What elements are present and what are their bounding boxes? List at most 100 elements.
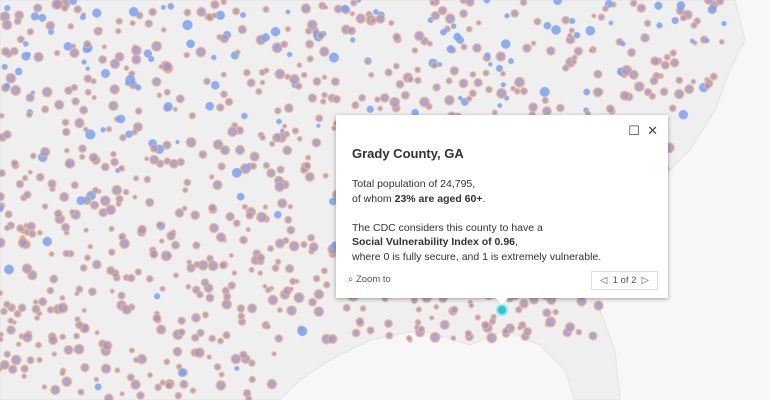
county-dot[interactable] (321, 74, 328, 81)
county-dot[interactable] (219, 261, 228, 270)
county-dot[interactable] (444, 13, 456, 25)
county-dot[interactable] (272, 132, 282, 143)
county-dot[interactable] (0, 169, 6, 178)
county-dot[interactable] (13, 309, 22, 318)
county-dot[interactable] (429, 331, 441, 343)
county-dot[interactable] (79, 264, 88, 272)
county-dot[interactable] (439, 319, 450, 330)
county-dot[interactable] (249, 151, 260, 162)
county-dot[interactable] (13, 17, 22, 26)
county-dot[interactable] (227, 281, 237, 290)
county-dot[interactable] (248, 375, 256, 384)
county-dot[interactable] (169, 158, 180, 169)
county-dot[interactable] (131, 54, 142, 65)
county-dot[interactable] (5, 72, 17, 84)
county-dot[interactable] (543, 21, 552, 30)
county-dot[interactable] (172, 272, 180, 279)
county-dot[interactable] (38, 13, 47, 22)
county-dot[interactable] (110, 157, 120, 167)
county-dot[interactable] (114, 367, 121, 374)
county-dot[interactable] (38, 297, 48, 307)
county-dot[interactable] (129, 20, 136, 27)
county-dot[interactable] (468, 89, 477, 98)
county-dot[interactable] (690, 78, 697, 85)
county-dot[interactable] (213, 363, 222, 371)
county-dot[interactable] (450, 305, 459, 314)
county-dot[interactable] (125, 130, 133, 139)
county-dot[interactable] (288, 286, 294, 292)
county-dot[interactable] (241, 112, 248, 120)
county-dot[interactable] (53, 49, 61, 57)
county-dot[interactable] (533, 17, 542, 26)
county-dot[interactable] (10, 354, 22, 366)
county-dot[interactable] (94, 330, 100, 336)
county-dot[interactable] (160, 250, 172, 262)
county-dot[interactable] (74, 290, 80, 297)
county-dot[interactable] (17, 237, 28, 249)
county-dot[interactable] (122, 188, 130, 196)
county-dot[interactable] (63, 147, 70, 154)
county-dot[interactable] (232, 7, 241, 16)
county-dot[interactable] (368, 71, 375, 79)
county-dot[interactable] (626, 47, 637, 58)
county-dot[interactable] (522, 43, 532, 53)
county-dot[interactable] (502, 327, 510, 335)
county-dot[interactable] (296, 135, 303, 142)
county-dot[interactable] (294, 82, 303, 91)
county-dot[interactable] (289, 73, 301, 85)
county-dot[interactable] (17, 303, 27, 313)
county-dot[interactable] (349, 11, 356, 17)
county-dot[interactable] (597, 13, 606, 22)
county-dot[interactable] (316, 31, 325, 40)
county-dot[interactable] (567, 32, 573, 39)
county-dot[interactable] (74, 320, 84, 330)
county-dot[interactable] (656, 22, 663, 29)
county-dot[interactable] (374, 96, 381, 103)
county-dot[interactable] (239, 11, 247, 19)
county-dot[interactable] (21, 331, 33, 343)
county-dot[interactable] (69, 209, 76, 216)
county-dot[interactable] (186, 263, 196, 273)
county-dot[interactable] (321, 91, 328, 99)
county-dot[interactable] (130, 379, 141, 390)
county-dot[interactable] (170, 240, 181, 250)
county-dot[interactable] (188, 111, 196, 120)
county-dot[interactable] (100, 162, 110, 172)
county-dot[interactable] (209, 174, 215, 180)
county-dot[interactable] (457, 95, 463, 101)
county-dot[interactable] (128, 6, 139, 17)
county-dot[interactable] (21, 263, 33, 275)
county-dot[interactable] (212, 139, 224, 150)
county-dot[interactable] (255, 87, 263, 96)
county-dot[interactable] (210, 54, 217, 61)
county-dot[interactable] (384, 68, 393, 77)
county-dot[interactable] (128, 347, 135, 354)
county-dot[interactable] (640, 33, 650, 43)
county-dot[interactable] (313, 289, 325, 300)
county-dot[interactable] (31, 304, 41, 314)
county-dot[interactable] (212, 179, 223, 191)
county-dot[interactable] (576, 296, 587, 307)
county-dot[interactable] (355, 317, 365, 327)
county-dot[interactable] (284, 73, 291, 81)
county-dot[interactable] (542, 308, 552, 318)
county-dot[interactable] (678, 109, 689, 120)
county-dot[interactable] (414, 66, 422, 74)
county-dot[interactable] (147, 55, 155, 63)
county-dot[interactable] (185, 283, 192, 290)
county-dot[interactable] (429, 0, 436, 6)
county-dot[interactable] (395, 79, 405, 89)
county-dot[interactable] (1, 63, 8, 71)
county-dot[interactable] (34, 314, 41, 321)
county-dot[interactable] (102, 340, 113, 351)
county-dot[interactable] (274, 334, 284, 343)
county-dot[interactable] (231, 270, 238, 276)
county-dot[interactable] (279, 128, 285, 134)
county-dot[interactable] (85, 129, 96, 140)
county-dot[interactable] (358, 93, 367, 102)
county-dot[interactable] (109, 58, 121, 70)
county-dot[interactable] (601, 5, 609, 13)
county-dot[interactable] (643, 19, 652, 28)
selected-county[interactable] (496, 304, 508, 316)
county-dot[interactable] (573, 31, 581, 39)
